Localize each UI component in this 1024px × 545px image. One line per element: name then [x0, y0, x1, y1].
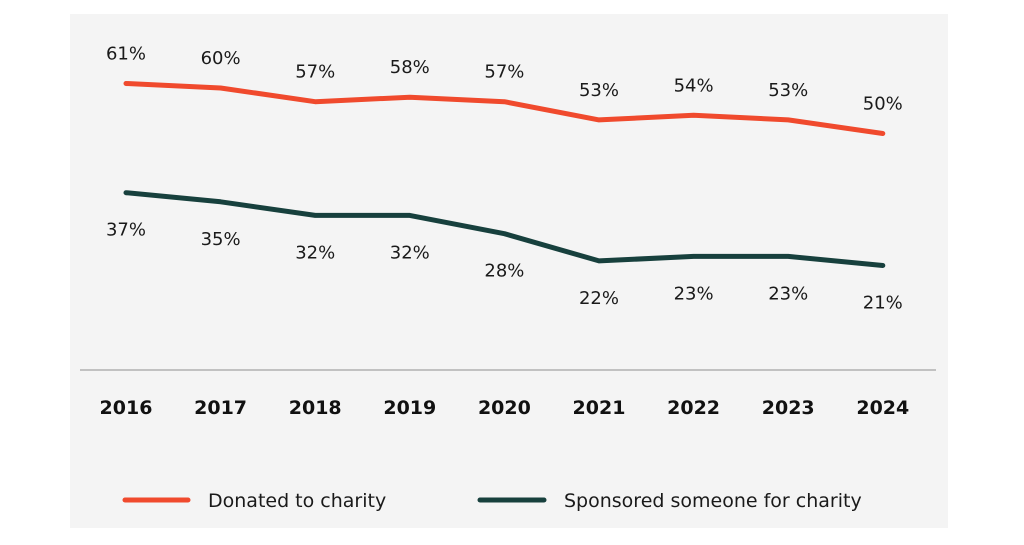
data-label: 60%: [201, 48, 241, 69]
chart-panel: 61% 60% 57% 58% 57% 53% 54% 53% 50% 37% 35% 32% 32% 2…: [70, 14, 948, 528]
x-tick-label: 2023: [762, 397, 815, 419]
data-label: 21%: [863, 293, 903, 314]
x-tick-label: 2018: [289, 397, 342, 419]
data-label: 57%: [295, 62, 335, 83]
series-line-0: [123, 81, 886, 136]
data-label: 32%: [295, 242, 335, 263]
x-tick-label: 2019: [383, 397, 436, 419]
line-chart: 61% 60% 57% 58% 57% 53% 54% 53% 50% 37% 35% 32% 32% 2…: [80, 44, 936, 512]
x-tick-label: 2016: [100, 397, 153, 419]
data-label: 23%: [674, 283, 714, 304]
data-label: 57%: [484, 62, 524, 83]
data-label: 50%: [863, 94, 903, 115]
legend-label-1: Sponsored someone for charity: [564, 490, 862, 512]
data-label: 37%: [106, 220, 146, 241]
data-label: 28%: [484, 261, 524, 282]
x-tick-label: 2021: [573, 397, 626, 419]
series-line-1: [123, 190, 886, 268]
x-tick-label: 2020: [478, 397, 531, 419]
legend-label-0: Donated to charity: [208, 490, 386, 512]
x-tick-label: 2017: [194, 397, 247, 419]
data-label: 22%: [579, 288, 619, 309]
data-label: 23%: [768, 283, 808, 304]
x-tick-label: 2024: [856, 397, 909, 419]
data-label: 61%: [106, 44, 146, 65]
data-label: 58%: [390, 57, 430, 78]
x-tick-label: 2022: [667, 397, 720, 419]
data-label: 53%: [768, 80, 808, 101]
data-label: 53%: [579, 80, 619, 101]
data-label: 32%: [390, 242, 430, 263]
legend: Donated to charity Sponsored someone for …: [122, 490, 862, 512]
data-label: 54%: [674, 75, 714, 96]
data-label: 35%: [201, 229, 241, 250]
